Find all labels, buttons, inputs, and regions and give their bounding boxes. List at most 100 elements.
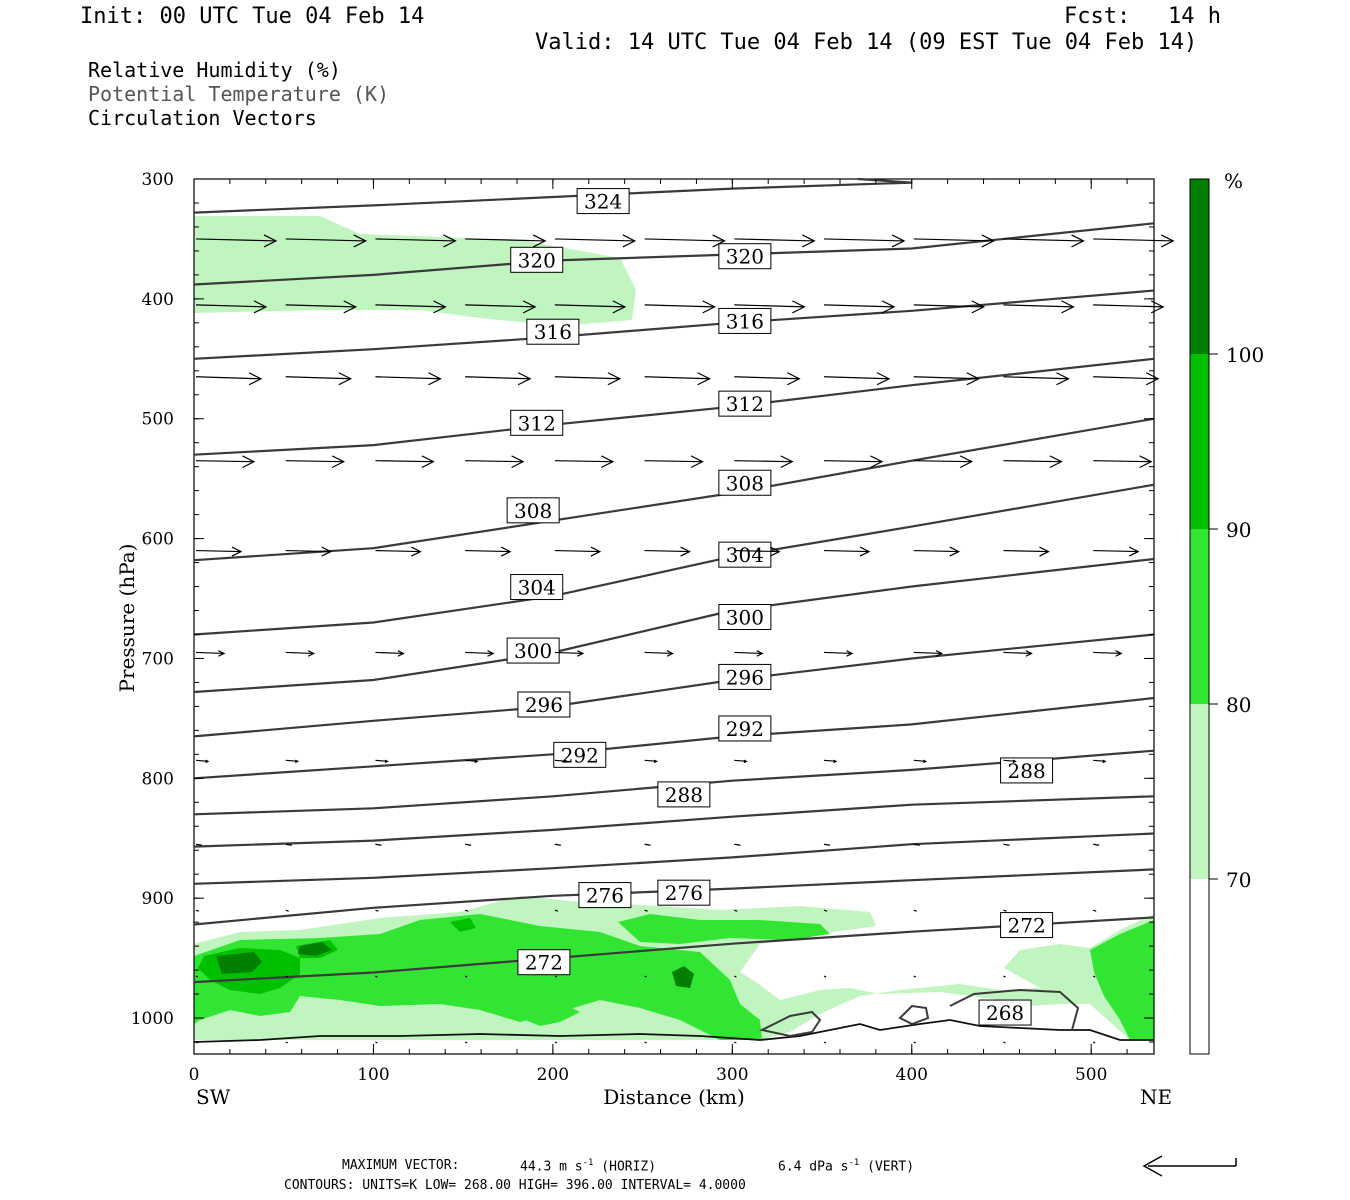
vector <box>913 843 920 846</box>
vector-head <box>1145 372 1160 386</box>
vector-head <box>966 372 981 386</box>
vector <box>1093 376 1159 380</box>
vector <box>913 376 979 380</box>
theta-label-box <box>576 188 630 215</box>
theta-label: 268 <box>986 1001 1024 1025</box>
vector <box>1003 376 1069 380</box>
rh-band-lower-mid4 <box>506 996 580 1026</box>
theta-label: 272 <box>1008 914 1046 938</box>
vector <box>824 376 890 380</box>
vector <box>1093 460 1152 463</box>
vector-head <box>792 300 806 314</box>
theta-contour-296 <box>193 633 1155 738</box>
vector <box>285 238 366 242</box>
y-tick-label-700: 700 <box>142 649 174 669</box>
theta-label: 292 <box>561 743 599 767</box>
legend-theta: Potential Temperature (K) <box>88 82 390 106</box>
vector <box>1093 843 1100 846</box>
vector-head <box>666 650 674 657</box>
y-tick-label-300: 300 <box>142 170 174 190</box>
vector-head <box>833 759 838 764</box>
vector <box>644 238 725 242</box>
vector-head <box>622 234 637 248</box>
theta-label-box <box>526 318 580 345</box>
vector <box>554 549 600 553</box>
x-tick-label-500: 500 <box>1075 1065 1107 1085</box>
vector-head <box>487 650 495 657</box>
theta-label-box <box>718 604 772 630</box>
theta-contour-268-a <box>759 1010 822 1038</box>
vector <box>1003 1041 1006 1044</box>
theta-label-box <box>1000 912 1054 939</box>
vector <box>734 1041 737 1044</box>
theta-label-box <box>578 882 632 909</box>
theta-label: 308 <box>726 471 764 495</box>
vector <box>1093 651 1122 655</box>
x-axis-label: Distance (km) <box>603 1085 745 1109</box>
y-tick-label-800: 800 <box>142 769 174 789</box>
circulation-vectors <box>195 234 1175 1044</box>
x-tick-label-100: 100 <box>357 1065 389 1085</box>
vector-head <box>500 546 512 557</box>
theta-label-box <box>510 409 564 436</box>
vector <box>824 238 905 242</box>
vector <box>554 651 583 655</box>
vector <box>465 651 494 655</box>
vector <box>823 909 828 912</box>
vector <box>285 759 298 762</box>
theta-contour-268-b <box>898 1004 930 1026</box>
x-end-left: SW <box>196 1085 231 1109</box>
vector <box>1093 304 1164 308</box>
vector-head <box>397 650 405 657</box>
vector <box>375 1041 378 1044</box>
vector <box>465 843 472 846</box>
y-tick-label-1000: 1000 <box>131 1009 174 1029</box>
vector <box>734 304 805 308</box>
vector <box>824 304 895 308</box>
vector <box>554 238 635 242</box>
theta-contours <box>193 177 1155 984</box>
vector <box>1003 975 1006 978</box>
vector-head <box>981 234 996 248</box>
vector <box>824 549 870 553</box>
vector <box>465 376 531 380</box>
vector-head <box>411 546 422 557</box>
vector-head <box>321 546 333 557</box>
vector <box>644 549 690 553</box>
vector-head <box>474 759 479 764</box>
vector <box>195 843 203 846</box>
vector-head <box>1115 650 1123 657</box>
vector <box>554 1041 558 1044</box>
colorbar-level-80: 80 <box>1226 693 1251 717</box>
vector <box>375 759 388 762</box>
vector <box>644 759 657 762</box>
vector <box>734 376 800 380</box>
colorbar-level-70: 70 <box>1226 868 1251 892</box>
vector-head <box>881 300 896 314</box>
theta-contour-272 <box>193 916 1155 984</box>
vector <box>554 843 561 846</box>
vector-head <box>612 300 627 314</box>
vector-head <box>935 650 944 657</box>
vector-head <box>248 372 263 386</box>
fcst-value: 14 h <box>1168 4 1221 29</box>
theta-label-box <box>657 781 711 808</box>
vector <box>734 238 815 242</box>
theta-label: 292 <box>726 717 764 741</box>
theta-contour-320 <box>193 222 1155 286</box>
theta-label: 316 <box>726 309 764 333</box>
vector-head <box>680 546 691 557</box>
vector <box>1092 975 1096 978</box>
vector-head <box>697 372 711 386</box>
vector <box>285 1041 288 1044</box>
theta-label-box <box>657 879 711 906</box>
vector <box>285 460 344 463</box>
theta-label-box <box>978 999 1032 1026</box>
vector <box>644 304 715 308</box>
vector <box>554 376 620 380</box>
vector <box>195 304 267 308</box>
vector-head <box>756 650 764 657</box>
vector <box>913 304 984 308</box>
vector <box>1092 1041 1096 1044</box>
vector <box>1093 759 1106 762</box>
